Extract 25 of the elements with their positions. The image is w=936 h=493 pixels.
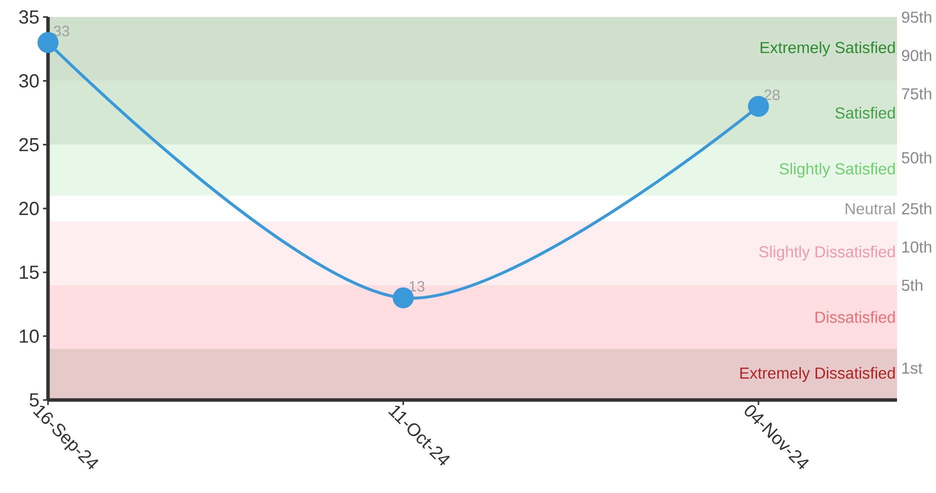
- text: 95th: [902, 11, 932, 23]
- text: 75th: [902, 88, 932, 100]
- data-label: 28: [764, 90, 780, 100]
- data-label: 33: [54, 26, 70, 36]
- text: 50th: [902, 152, 932, 164]
- band-label: Slightly Dissatisfied: [759, 246, 895, 261]
- text: 25th: [902, 202, 932, 214]
- band-label: Dissatisfied: [816, 311, 895, 323]
- text: 1st: [902, 362, 922, 374]
- text: 90th: [902, 49, 932, 62]
- band-label: Slightly Satisfied: [780, 162, 895, 178]
- data-label: 13: [410, 281, 424, 292]
- text: 10th: [902, 240, 932, 253]
- y-tick-label: 15: [20, 266, 39, 279]
- y-tick-label: 25: [19, 138, 39, 152]
- y-tick-label: 20: [19, 202, 39, 216]
- y-tick-label: 30: [19, 74, 39, 88]
- text: 5th: [902, 279, 922, 291]
- band-label: Neutral: [846, 202, 895, 214]
- band-label: Satisfied: [835, 106, 895, 119]
- band-label: Extremely Satisfied: [760, 41, 895, 56]
- y-tick-label: 10: [20, 329, 39, 343]
- y-tick-label: 5: [30, 393, 39, 407]
- y-tick-label: 35: [19, 10, 39, 24]
- band-label: Extremely Dissatisfied: [740, 367, 895, 382]
